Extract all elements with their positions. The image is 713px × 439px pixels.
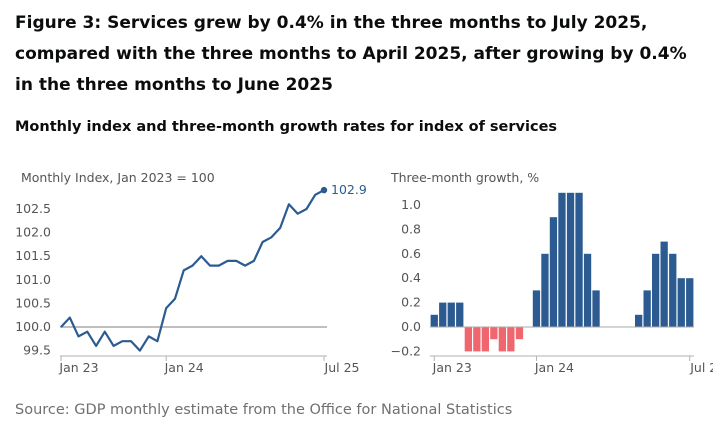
growth-bar: [439, 302, 447, 327]
source-note: Source: GDP monthly estimate from the Of…: [15, 402, 513, 418]
growth-bars: [430, 192, 694, 352]
growth-x-tick-label: Jan 24: [534, 360, 574, 375]
index-x-tick-label: Jan 23: [58, 360, 98, 375]
index-y-tick-label: 100.0: [15, 319, 51, 334]
growth-bar: [686, 278, 694, 327]
growth-bar: [566, 192, 575, 327]
growth-y-tick-label: 0.8: [401, 221, 421, 236]
index-y-tick-label: 99.5: [23, 343, 51, 358]
index-line-chart: Monthly Index, Jan 2023 = 100 99.5 100.0 1…: [15, 170, 367, 375]
growth-y-tick-label: 1.0: [401, 197, 421, 212]
index-x-axis: Jan 23 Jan 24 Jul 25: [58, 356, 359, 375]
growth-chart-ylabel: Three-month growth, %: [390, 170, 539, 185]
index-x-tick-label: Jul 25: [324, 360, 360, 375]
chart-subtitle: Monthly index and three-month growth rat…: [15, 119, 558, 135]
growth-bar: [532, 290, 541, 327]
growth-bar: [498, 327, 506, 352]
growth-bar: [490, 327, 498, 340]
index-y-tick-label: 100.5: [15, 295, 51, 310]
growth-x-tick-label: Jul 25: [689, 360, 713, 375]
growth-y-tick-label: 0.2: [401, 295, 421, 310]
growth-y-tick-label: −0.2: [391, 343, 421, 358]
chart-canvas: Monthly Index, Jan 2023 = 100 99.5 100.0 1…: [15, 170, 713, 375]
growth-bar: [549, 217, 558, 327]
index-y-tick-label: 102.0: [15, 225, 51, 240]
growth-y-tick-label: 0.6: [401, 246, 421, 261]
index-y-tick-label: 101.5: [15, 248, 51, 263]
growth-bar-chart: Three-month growth, % 1.0 0.8 0.6 0.4 0.2 0.0…: [390, 170, 713, 375]
index-y-tick-label: 102.5: [15, 201, 51, 216]
growth-bar: [660, 241, 668, 327]
index-last-value-label: 102.9: [331, 182, 367, 197]
growth-bar: [583, 253, 592, 327]
growth-y-tick-label: 0.0: [401, 319, 421, 334]
growth-y-axis: 1.0 0.8 0.6 0.4 0.2 0.0 −0.2: [391, 197, 421, 358]
growth-bar: [481, 327, 489, 352]
growth-x-axis: Jan 23 Jan 24 Jul 25: [432, 356, 713, 375]
growth-bar: [541, 253, 549, 327]
growth-bar: [456, 302, 464, 327]
index-last-point: [320, 186, 328, 194]
index-x-tick-label: Jan 24: [164, 360, 204, 375]
growth-bar: [652, 253, 660, 327]
figure-title: Figure 3: Services grew by 0.4% in the t…: [15, 13, 687, 95]
growth-bar: [464, 327, 472, 352]
growth-bar: [558, 192, 566, 327]
growth-bar: [473, 327, 481, 352]
index-y-axis: 99.5 100.0 100.5 101.0 101.5 102.0 102.5: [15, 201, 51, 358]
growth-bar: [507, 327, 515, 352]
growth-x-tick-label: Jan 23: [432, 360, 472, 375]
growth-bar: [677, 278, 685, 327]
growth-y-tick-label: 0.4: [401, 270, 421, 285]
index-series-line: [60, 189, 325, 352]
index-y-tick-label: 101.0: [15, 272, 51, 287]
growth-bar: [430, 314, 438, 327]
growth-bar: [669, 253, 677, 327]
growth-bar: [635, 314, 643, 327]
index-chart-ylabel: Monthly Index, Jan 2023 = 100: [21, 170, 215, 185]
growth-bar: [643, 290, 651, 327]
growth-bar: [515, 327, 524, 340]
growth-bar: [575, 192, 583, 327]
growth-bar: [447, 302, 455, 327]
growth-bar: [592, 290, 600, 327]
